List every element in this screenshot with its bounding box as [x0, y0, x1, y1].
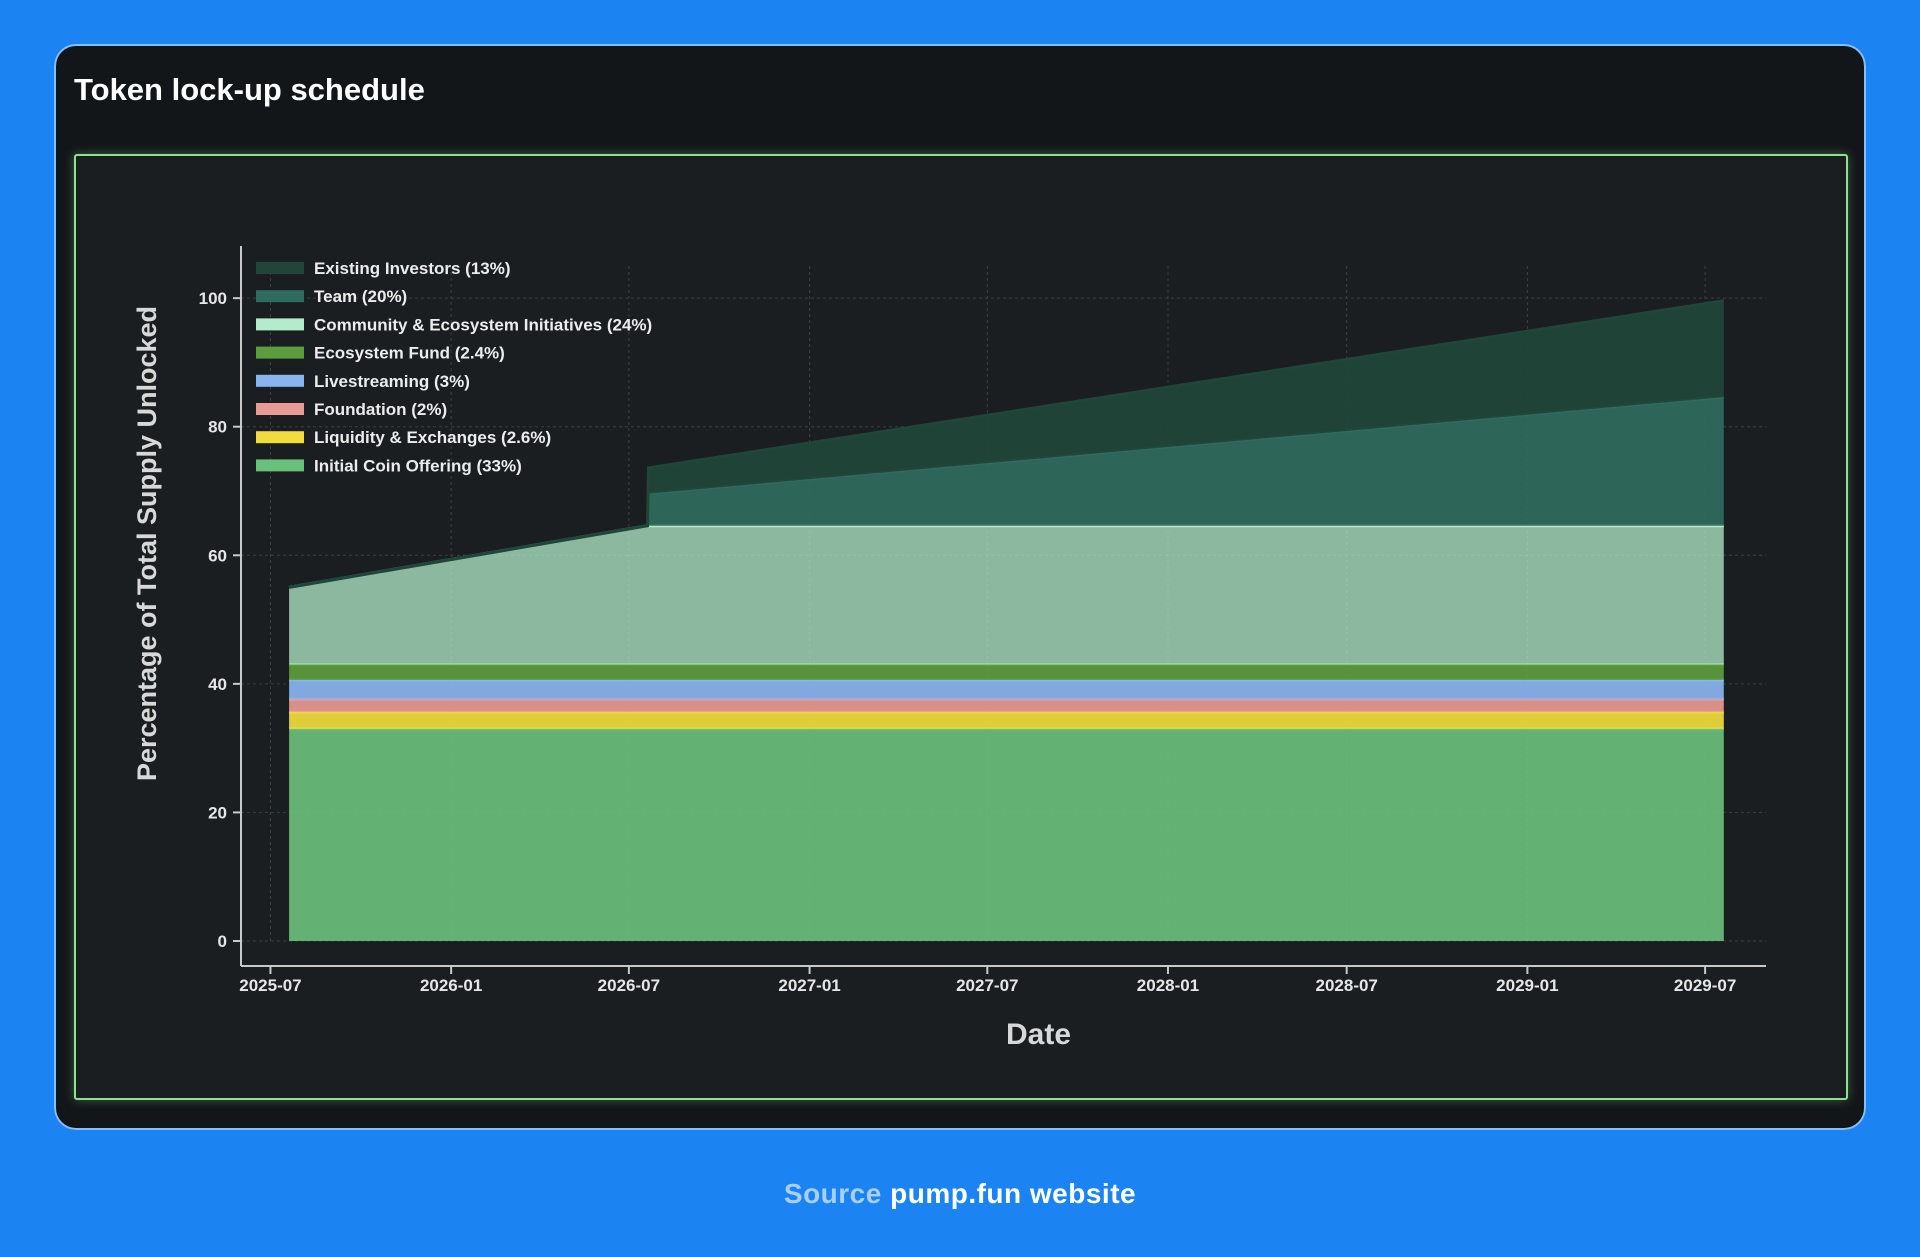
y-tick-label: 80	[208, 418, 227, 437]
legend-swatch	[256, 262, 304, 274]
legend-label: Team (20%)	[314, 287, 407, 306]
series-areas	[288, 299, 1725, 941]
chart-frame: 0 20 40 60 80 100 2025-07 2026-01 2026-07 2027-01…	[74, 154, 1848, 1100]
y-tick-labels: 0 20 40 60 80 100	[199, 289, 241, 951]
source-label: Source	[783, 1178, 882, 1209]
area-series-1	[289, 712, 1724, 729]
card-title: Token lock-up schedule	[74, 72, 425, 107]
line-series-7	[288, 299, 1725, 589]
area-chart: 0 20 40 60 80 100 2025-07 2026-01 2026-07 2027-01…	[132, 246, 1766, 1051]
legend-label: Community & Ecosystem Initiatives (24%)	[314, 315, 652, 334]
x-tick-label: 2026-01	[420, 976, 482, 995]
legend-swatch	[256, 459, 304, 472]
x-tick-labels: 2025-07 2026-01 2026-07 2027-01 2027-07 2028-…	[239, 966, 1736, 995]
legend-label: Foundation (2%)	[314, 400, 447, 419]
area-series-3	[289, 680, 1724, 700]
area-series-2	[289, 699, 1724, 713]
area-series-6	[289, 397, 1724, 588]
legend-swatch	[256, 431, 304, 444]
legend-label: Liquidity & Exchanges (2.6%)	[314, 428, 551, 447]
legend-swatch	[256, 403, 304, 415]
legend-label: Ecosystem Fund (2.4%)	[314, 344, 505, 363]
x-tick-label: 2028-07	[1316, 976, 1378, 995]
legend-swatch	[256, 346, 304, 359]
x-tick-label: 2028-01	[1137, 976, 1199, 995]
area-series-5	[289, 525, 1724, 665]
source-caption: Source pump.fun website	[0, 1178, 1920, 1210]
y-tick-label: 100	[199, 289, 227, 308]
legend: Existing Investors (13%) Team (20%) Commun…	[256, 259, 652, 475]
y-axis-title: Percentage of Total Supply Unlocked	[132, 306, 162, 781]
y-tick-label: 20	[208, 803, 227, 822]
y-tick-label: 40	[208, 675, 227, 694]
y-tick-label: 60	[208, 546, 227, 565]
legend-swatch	[256, 290, 304, 303]
legend-label: Initial Coin Offering (33%)	[314, 456, 522, 475]
x-tick-label: 2026-07	[598, 976, 660, 995]
area-series-4	[289, 664, 1724, 680]
x-tick-label: 2025-07	[239, 976, 301, 995]
legend-swatch	[256, 374, 304, 387]
legend-swatch	[256, 318, 304, 331]
legend-label: Existing Investors (13%)	[314, 259, 511, 278]
x-tick-label: 2029-01	[1496, 976, 1558, 995]
source-site[interactable]: pump.fun website	[890, 1178, 1137, 1209]
legend-label: Livestreaming (3%)	[314, 372, 470, 391]
area-series-0	[289, 728, 1724, 941]
chart-card: Token lock-up schedule 0 20 40 60 80 100 2025-…	[54, 44, 1866, 1130]
y-tick-label: 0	[218, 932, 227, 951]
x-axis-title: Date	[1006, 1018, 1071, 1051]
x-tick-label: 2027-07	[956, 976, 1018, 995]
x-tick-label: 2029-07	[1674, 976, 1736, 995]
x-tick-label: 2027-01	[778, 976, 840, 995]
